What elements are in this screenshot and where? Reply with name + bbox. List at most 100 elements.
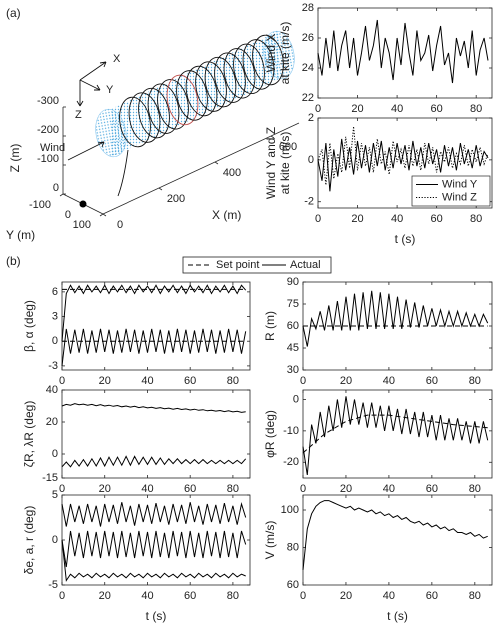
y-tick-label: 22 — [302, 92, 314, 104]
series-line — [302, 500, 488, 571]
x-tick-label: 40 — [383, 483, 395, 495]
y-tick-label: -20 — [283, 456, 299, 468]
y-tick-label: 60 — [287, 320, 299, 332]
series-line — [302, 290, 489, 347]
ground-station — [79, 200, 87, 208]
panel-label: (b) — [6, 254, 21, 268]
x-tick-label: 20 — [351, 103, 363, 115]
y-tick-label: 26 — [302, 32, 314, 44]
y-axis-label: at kite (m/s) — [278, 22, 292, 85]
x-tick — [102, 213, 107, 217]
legend: Set point Actual — [182, 256, 332, 274]
z-tick-label: -100 — [37, 153, 59, 165]
y-tick-label: 100 — [281, 504, 299, 516]
y-tick-label: 6 — [52, 286, 58, 298]
x-tick-label: 80 — [470, 103, 482, 115]
x-tick-label: 60 — [184, 483, 196, 495]
legend-label: Wind Y — [442, 178, 478, 190]
y-tick-label: 2 — [308, 112, 314, 124]
y-tick-label: 30 — [287, 364, 299, 376]
y-tick-label: 90 — [287, 276, 299, 288]
x-tick-label: 80 — [470, 213, 482, 225]
x-tick-label: 200 — [167, 193, 185, 205]
legend-label: Set point — [216, 259, 259, 271]
y-tick — [59, 193, 64, 197]
x-tick-label: 80 — [227, 590, 239, 602]
plot-frame — [317, 117, 493, 209]
x-tick-label: 40 — [383, 375, 395, 387]
x-tick-label: 0 — [300, 483, 306, 495]
x-tick-label: 0 — [59, 483, 65, 495]
panel-label: (a) — [6, 6, 21, 20]
x-tick-label: 60 — [426, 590, 438, 602]
plot-frame — [61, 281, 251, 371]
plot-frame — [61, 494, 251, 586]
y-tick-label: 0 — [52, 534, 58, 546]
x-tick-label: 60 — [431, 103, 443, 115]
y-tick-label: 80 — [287, 541, 299, 553]
x-tick-label: 60 — [431, 213, 443, 225]
series-line — [61, 455, 247, 468]
y-tick-label: 100 — [73, 219, 91, 231]
y-axis-label: Y (m) — [6, 228, 35, 242]
series-line — [61, 539, 246, 582]
series-line — [61, 502, 247, 527]
y-axis-label: δe, a, r (deg) — [22, 506, 36, 575]
x-tick-label: 20 — [99, 590, 111, 602]
x-tick-label: 0 — [117, 219, 123, 231]
x-tick-label: 600 — [279, 141, 297, 153]
x-tick — [270, 135, 275, 139]
y-axis-label: V (m/s) — [263, 521, 277, 560]
y-axis-label: Wind X — [264, 34, 278, 73]
x-tick-label: 0 — [315, 103, 321, 115]
z-axis-label: Z (m) — [8, 144, 22, 173]
plot-frame — [61, 389, 251, 479]
x-tick-label: 80 — [469, 483, 481, 495]
series-line — [61, 284, 247, 342]
y-tick-label: 5 — [52, 489, 58, 501]
inset-axis-label: Z — [75, 109, 82, 121]
x-tick — [158, 187, 163, 191]
y-tick-label: 0 — [52, 448, 58, 460]
y-tick-label: -100 — [29, 199, 51, 211]
inset-axis-label: Y — [106, 84, 114, 96]
x-tick-label: 80 — [469, 590, 481, 602]
x-tick-label: 40 — [391, 103, 403, 115]
y-tick-label: 0 — [308, 154, 314, 166]
y-tick-label: 3 — [52, 310, 58, 322]
x-tick-label: 20 — [351, 213, 363, 225]
y-axis-label: ζR, λR (deg) — [22, 401, 36, 468]
y-tick-label: 0 — [293, 393, 299, 405]
x-tick-label: 60 — [426, 483, 438, 495]
series-line — [302, 414, 488, 454]
x-tick-label: 80 — [227, 375, 239, 387]
z-tick-label: 0 — [53, 182, 59, 194]
y-tick-label: -15 — [42, 472, 58, 484]
x-tick-label: 20 — [340, 590, 352, 602]
y-axis-label: φR (deg) — [263, 410, 277, 458]
x-tick — [214, 161, 219, 165]
y-tick-label: 60 — [287, 579, 299, 591]
y-tick-label: 24 — [302, 62, 314, 74]
series-line — [61, 530, 247, 568]
x-tick-label: 40 — [141, 375, 153, 387]
series-line — [61, 328, 247, 366]
y-axis-label: β, α (deg) — [22, 300, 36, 352]
x-tick-label: 40 — [141, 590, 153, 602]
x-tick-label: 0 — [300, 590, 306, 602]
y-tick-label: 0 — [52, 335, 58, 347]
x-tick-label: 0 — [300, 375, 306, 387]
series-line — [61, 403, 246, 413]
y-tick-label: 75 — [287, 298, 299, 310]
legend-box — [411, 175, 491, 207]
x-tick-label: 80 — [469, 375, 481, 387]
y-tick-label: -2 — [304, 196, 314, 208]
y-tick-label: -3 — [48, 360, 58, 372]
x-tick-label: 60 — [426, 375, 438, 387]
x-tick-label: 20 — [340, 483, 352, 495]
y-axis-label: R (m) — [263, 311, 277, 341]
series-line — [317, 126, 489, 186]
x-axis-label: t (s) — [387, 609, 408, 623]
x-tick-label: 20 — [99, 375, 111, 387]
